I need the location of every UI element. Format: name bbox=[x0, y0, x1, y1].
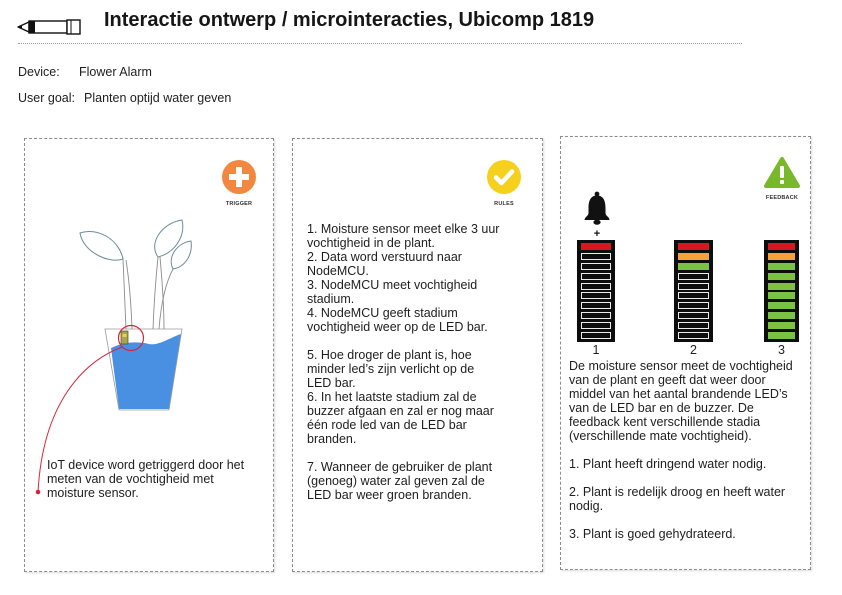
led-bar-1 bbox=[577, 240, 615, 342]
led-bar-label: 2 bbox=[690, 343, 697, 357]
device-value: Flower Alarm bbox=[79, 65, 152, 79]
feedback-stage-2: 2. Plant is redelijk droog en heeft wate… bbox=[569, 485, 786, 513]
feedback-stage-1: 1. Plant heeft dringend water nodig. bbox=[569, 457, 767, 471]
led-segment-off bbox=[581, 272, 611, 280]
feedback-card: FEEDBACK + 1 2 3 De moisture sensor meet… bbox=[560, 136, 811, 570]
trigger-description: IoT device word getriggerd door het mete… bbox=[47, 458, 245, 500]
led-segment-off bbox=[678, 322, 709, 329]
bell-plus-symbol: + bbox=[593, 228, 601, 240]
led-segment-orange bbox=[678, 252, 709, 260]
led-bar-3 bbox=[764, 240, 799, 342]
led-segment-red bbox=[678, 243, 709, 250]
led-segment-off bbox=[678, 282, 709, 290]
rules-label: RULES bbox=[494, 201, 514, 207]
device-label: Device: bbox=[18, 65, 60, 79]
pot-water bbox=[111, 334, 181, 409]
rules-item: 2. Data word verstuurd naar NodeMCU. bbox=[307, 250, 462, 278]
led-segment-off bbox=[581, 331, 611, 339]
led-segment-green bbox=[768, 282, 795, 290]
rules-item: 1. Moisture sensor meet elke 3 uur vocht… bbox=[307, 222, 500, 250]
rules-card: RULES 1. Moisture sensor meet elke 3 uur… bbox=[292, 138, 543, 572]
led-segment-green bbox=[768, 262, 795, 270]
led-segment-green bbox=[768, 312, 795, 320]
rules-group: 5. Hoe droger de plant is, hoe minder le… bbox=[307, 348, 499, 446]
warning-icon bbox=[764, 157, 800, 188]
trigger-label: TRIGGER bbox=[225, 201, 253, 207]
trigger-description-block: IoT device word getriggerd door het mete… bbox=[47, 458, 244, 500]
led-segment-off bbox=[581, 292, 611, 300]
led-segment-green bbox=[768, 302, 795, 310]
rules-list: 1. Moisture sensor meet elke 3 uur vocht… bbox=[307, 222, 499, 502]
led-segment-off bbox=[581, 262, 611, 270]
pen-icon bbox=[17, 19, 81, 35]
user-goal-value: Planten optijd water geven bbox=[84, 91, 232, 105]
led-segment-orange bbox=[768, 252, 795, 260]
pot-outline bbox=[104, 328, 183, 411]
feedback-paragraph: De moisture sensor meet de vochtigheid v… bbox=[569, 359, 793, 443]
feedback-text: De moisture sensor meet de vochtigheid v… bbox=[569, 359, 793, 541]
led-segment-off bbox=[581, 282, 611, 290]
led-segment-off bbox=[678, 302, 709, 310]
rules-group: 1. Moisture sensor meet elke 3 uur vocht… bbox=[307, 222, 499, 334]
rules-group: 7. Wanneer de gebruiker de plant (genoeg… bbox=[307, 460, 499, 502]
led-segment-off bbox=[581, 312, 611, 320]
sensor-highlight-circle bbox=[117, 324, 145, 352]
header-divider bbox=[18, 43, 742, 44]
led-segment-off bbox=[581, 322, 611, 329]
rules-item: 4. NodeMCU geeft stadium vochtigheid wee… bbox=[307, 306, 488, 334]
sensor-pointer-line bbox=[37, 346, 123, 493]
leaf-top bbox=[154, 219, 184, 258]
plant-stems bbox=[122, 256, 174, 330]
led-segment-off bbox=[581, 252, 611, 260]
led-segment-off bbox=[581, 302, 611, 310]
led-segment-red bbox=[581, 243, 611, 250]
led-segment-green bbox=[768, 331, 795, 339]
rules-item: 3. NodeMCU meet vochtigheid stadium. bbox=[307, 278, 478, 306]
led-segment-off bbox=[678, 331, 709, 339]
rules-item: 5. Hoe droger de plant is, hoe minder le… bbox=[307, 348, 475, 390]
led-segment-green bbox=[678, 262, 709, 270]
feedback-stage-3: 3. Plant is goed gehydrateerd. bbox=[569, 527, 736, 541]
led-segment-green bbox=[768, 272, 795, 280]
trigger-card: TRIGGER IoT device word getriggerd door … bbox=[24, 138, 274, 572]
rules-item: 6. In het laatste stadium zal de buzzer … bbox=[307, 390, 494, 446]
plus-icon bbox=[222, 160, 256, 194]
plant-illustration bbox=[35, 219, 192, 495]
leaf-right bbox=[170, 240, 192, 270]
rules-item: 7. Wanneer de gebruiker de plant (genoeg… bbox=[307, 460, 493, 502]
page-title: Interactie ontwerp / microinteracties, U… bbox=[104, 9, 595, 31]
leaf-left bbox=[79, 231, 124, 261]
led-bar-label: 3 bbox=[778, 343, 785, 357]
led-segment-off bbox=[678, 292, 709, 300]
led-segment-green bbox=[768, 322, 795, 329]
led-segment-green bbox=[768, 292, 795, 300]
moisture-sensor bbox=[120, 330, 129, 345]
led-segment-off bbox=[678, 312, 709, 320]
user-goal-label: User goal: bbox=[18, 91, 75, 105]
sensor-pointer-dot bbox=[35, 489, 41, 495]
led-segment-off bbox=[678, 272, 709, 280]
led-bar-2 bbox=[674, 240, 713, 342]
bell-icon bbox=[584, 191, 610, 225]
led-bar-label: 1 bbox=[592, 343, 600, 357]
led-segment-red bbox=[768, 243, 795, 250]
feedback-label: FEEDBACK bbox=[765, 195, 799, 201]
check-icon bbox=[487, 160, 521, 194]
